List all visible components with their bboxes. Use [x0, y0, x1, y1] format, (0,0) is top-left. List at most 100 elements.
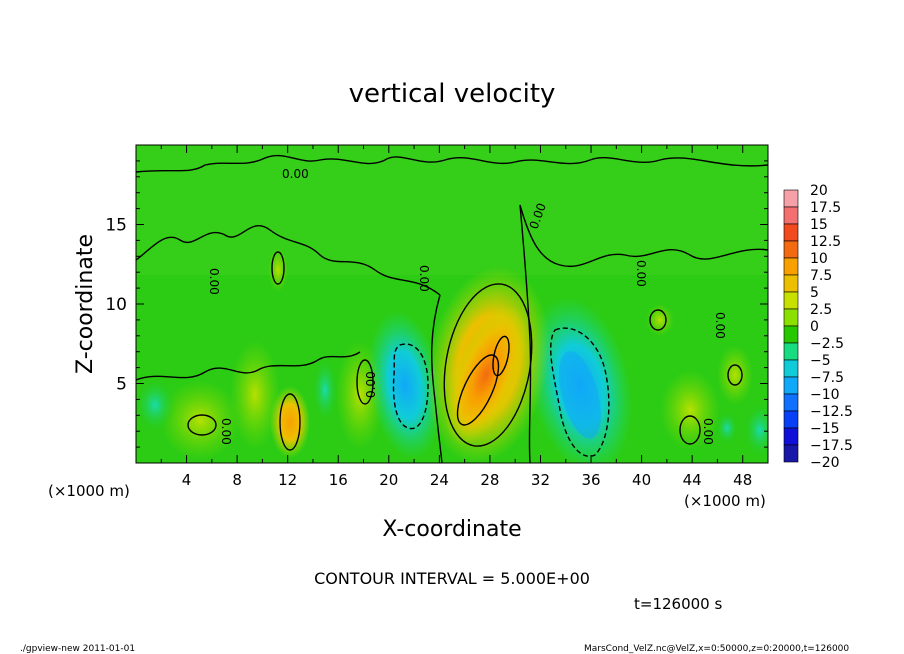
contour-updraft-small: [727, 364, 743, 386]
y-tick-label: 5: [116, 375, 127, 395]
x-tick-label: 40: [632, 471, 651, 489]
colorbar-swatch: [783, 427, 799, 446]
colorbar-label: −5: [810, 353, 831, 369]
contour-labels: 0.00 0.00 0.00 0.00 0.00 0.00 0.00 0.00 …: [207, 167, 727, 445]
contour-updraft-core: [443, 283, 533, 447]
colorbar-label: −15: [810, 421, 840, 437]
x-tick-label: 16: [329, 471, 348, 489]
x-tick-label: 28: [480, 471, 499, 489]
colorbar-swatch: [783, 257, 799, 276]
weak-downdraft-blob: [311, 354, 339, 426]
weak-updraft-blob: [268, 248, 288, 292]
contour-updraft-small: [679, 415, 701, 445]
x-tick-label: 32: [531, 471, 550, 489]
contour-label: 0.00: [364, 371, 378, 398]
colorbar-label: −12.5: [810, 404, 853, 420]
y-axis: 5 10 15: [105, 144, 768, 464]
x-tick-label: 44: [683, 471, 702, 489]
colorbar-swatch: [783, 223, 799, 242]
y-axis-label: Z-coordinate: [73, 234, 98, 374]
x-unit-note-right: (×1000 m): [684, 492, 766, 510]
footer-left: ./gpview-new 2011-01-01: [20, 644, 135, 654]
footer-right: MarsCond_VelZ.nc@VelZ,x=0:50000,z=0:2000…: [584, 644, 849, 654]
colorbar-swatch: [783, 410, 799, 429]
contour-zero-upper: [136, 154, 768, 173]
contour-updraft-small: [356, 359, 374, 405]
colorbar-label: −10: [810, 387, 840, 403]
colorbar-swatch: [783, 325, 799, 344]
y-tick-label: 15: [105, 216, 127, 236]
colorbar-swatch: [783, 206, 799, 225]
colorbar-label: 2.5: [810, 302, 832, 318]
contour-label: 0.00: [219, 418, 233, 445]
colorbar-label: −17.5: [810, 438, 853, 454]
x-tick-label: 48: [733, 471, 752, 489]
weak-downdraft-blob: [742, 400, 768, 460]
contour-label: 0.00: [634, 260, 648, 287]
weak-updraft-blob: [660, 370, 720, 450]
x-unit-note: (×1000 m): [48, 482, 130, 500]
contour-label: 0.00: [417, 265, 431, 292]
contour-updraft-small: [649, 309, 667, 331]
time-text: t=126000 s: [634, 595, 722, 613]
contours: [136, 154, 768, 463]
contour-updraft-core-inner: [492, 335, 510, 377]
colorbar-swatch: [783, 308, 799, 327]
contour-updraft-small: [271, 251, 285, 285]
upper-region-tint: [136, 145, 768, 275]
downdraft-right-core: [559, 351, 601, 439]
colorbar-label: 20: [810, 183, 828, 199]
contour-updraft-left: [279, 393, 301, 451]
colorbar-label: 17.5: [810, 200, 841, 216]
colorbar-label: −20: [810, 455, 840, 471]
updraft-left: [270, 386, 310, 458]
colorbar-label: 10: [810, 251, 828, 267]
contour-zero-column-right: [519, 204, 532, 463]
colorbar-swatch: [783, 240, 799, 259]
weak-updraft-blob: [160, 380, 240, 460]
colorbar-swatch: [783, 444, 799, 463]
contour-label: 0.00: [207, 268, 221, 295]
colorbar-label: 15: [810, 217, 828, 233]
x-axis-label: X-coordinate: [382, 517, 521, 542]
contour-label: 0.00: [701, 418, 715, 445]
x-tick-label: 20: [379, 471, 398, 489]
weak-downdraft-blob: [136, 375, 177, 435]
x-tick-label: 4: [182, 471, 192, 489]
colorbar: 2017.51512.5107.552.50−2.5−5−7.5−10−12.5…: [783, 183, 853, 471]
contour-interval-text: CONTOUR INTERVAL = 5.000E+00: [314, 569, 590, 588]
x-tick-label: 24: [430, 471, 449, 489]
chart-title: vertical velocity: [349, 79, 556, 109]
contour-updraft-small: [187, 414, 217, 436]
colorbar-label: 5: [810, 285, 819, 301]
colorbar-swatch: [783, 342, 799, 361]
contour-zero-mid-right: [519, 204, 768, 268]
weak-updraft-blob: [717, 345, 753, 405]
downdraft-left: [367, 310, 443, 460]
x-tick-label: 12: [278, 471, 297, 489]
x-tick-label: 36: [581, 471, 600, 489]
contour-label: 0.00: [282, 167, 309, 181]
contour-label: 0.00: [713, 312, 727, 339]
weak-updraft-blob: [230, 340, 280, 450]
colorbar-swatch: [783, 359, 799, 378]
colorbar-swatch: [783, 291, 799, 310]
contour-lower-left: [136, 351, 361, 381]
contour-zero-column-left: [431, 294, 443, 463]
colorbar-label: 12.5: [810, 234, 841, 250]
y-tick-label: 10: [105, 295, 127, 315]
colorbar-swatch: [783, 376, 799, 395]
colorbar-swatch: [783, 274, 799, 293]
x-axis: 4 8 12 16 20 24 28 32 36 40 44 48: [135, 145, 769, 489]
updraft-core: [445, 304, 527, 446]
x-tick-label: 8: [232, 471, 242, 489]
plot-area: 0.00 0.00 0.00 0.00 0.00 0.00 0.00 0.00 …: [136, 145, 768, 463]
contour-downdraft-right: [550, 327, 610, 457]
colorbar-label: −2.5: [810, 336, 844, 352]
colorbar-swatch: [783, 189, 799, 208]
contour-downdraft-left: [392, 343, 429, 430]
weak-downdraft-blob: [715, 410, 739, 446]
colorbar-label: −7.5: [810, 370, 844, 386]
contour-zero-mid-left: [136, 225, 441, 296]
